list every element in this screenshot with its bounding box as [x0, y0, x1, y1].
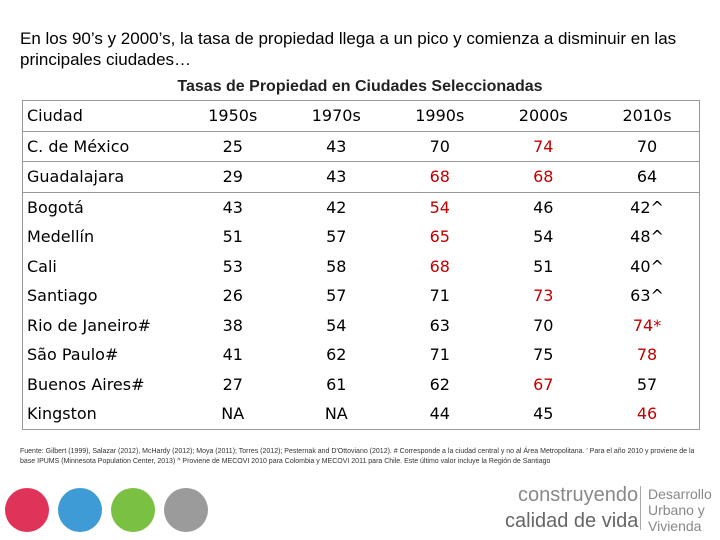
table-cell: 68 — [429, 256, 450, 276]
table-cell: Bogotá — [27, 197, 84, 217]
table-cell: Guadalajara — [22, 161, 181, 193]
table-cell: 40^ — [630, 256, 664, 276]
column-header: 1970s — [284, 100, 389, 132]
table-cell: 43 — [222, 197, 243, 217]
table-cell: Rio de Janeiro# — [27, 315, 151, 335]
table-cell: 46 — [533, 197, 554, 217]
table-cell: 74 — [491, 131, 596, 162]
logo-text: construyendo — [518, 484, 639, 506]
table-cell: 54 — [533, 227, 554, 247]
table-cell: 48^ — [630, 227, 664, 247]
table-cell: 26 — [222, 286, 243, 306]
table-cell: 67 — [533, 374, 554, 394]
table-cell: 68 — [388, 161, 492, 193]
table-cell: 57 — [636, 374, 658, 394]
table-cell: 29 — [181, 161, 285, 193]
table-cell: Kingston — [27, 404, 97, 424]
table-title: Tasas de Propiedad en Ciudades Seleccion… — [177, 78, 543, 95]
table-cell: 42^ — [630, 197, 664, 217]
table-cell: 25 — [181, 131, 285, 162]
table-cell: 70 — [388, 131, 492, 162]
table-cell: 43 — [284, 161, 389, 193]
column-header: 2000s — [491, 100, 596, 132]
table-row: Santiago 26 57 71 73 63^ — [23, 281, 700, 311]
table-cell: 71 — [429, 345, 450, 365]
table-cell: 57 — [326, 227, 347, 247]
logo-text: calidad de vida — [505, 510, 639, 532]
table-row: Rio de Janeiro# 38 54 63 70 74* — [23, 311, 700, 341]
table-cell: 65 — [429, 227, 450, 247]
table-cell: 53 — [222, 256, 243, 276]
table-cell: C. de México — [22, 131, 181, 162]
table-cell: 71 — [429, 286, 450, 306]
table-cell: 62 — [429, 374, 450, 394]
table-cell: 64 — [595, 161, 700, 193]
table-cell: Medellín — [27, 227, 95, 247]
table-cell: 63^ — [630, 286, 664, 306]
ownership-table: Ciudad 1950s 1970s 1990s 2000s 2010s C. de Méx… — [22, 100, 700, 430]
table-row: Medellín 51 57 65 54 48^ — [23, 222, 700, 252]
org-text: Urbano y — [648, 502, 705, 518]
footnote: Fuente: Gilbert (1999), Salazar (2012), … — [20, 448, 695, 465]
table-row: São Paulo# 41 62 71 75 78 — [23, 340, 700, 370]
table-cell: 44 — [429, 404, 450, 424]
table-cell: 41 — [222, 345, 243, 365]
table-cell: 75 — [533, 345, 554, 365]
table-row: C. de México 25 43 70 74 70 — [22, 131, 700, 162]
column-header: 1950s — [181, 100, 285, 132]
column-header: 1990s — [388, 100, 492, 132]
table-cell: 61 — [326, 374, 347, 394]
table-cell: 46 — [636, 404, 658, 424]
table-row: Buenos Aires# 27 61 62 67 57 — [23, 370, 700, 400]
table-cell: NA — [221, 404, 245, 424]
table-cell: 70 — [533, 315, 554, 335]
table-cell: 58 — [326, 256, 347, 276]
table-cell: 63 — [429, 315, 450, 335]
table-cell: 27 — [222, 374, 243, 394]
table-row: Guadalajara 29 43 68 68 64 — [22, 161, 700, 193]
table-cell: 38 — [222, 315, 243, 335]
table-row: Bogotá 43 42 54 46 42^ — [23, 192, 700, 222]
table-cell: 78 — [636, 345, 658, 365]
table-cell: 73 — [533, 286, 554, 306]
column-header: Ciudad — [22, 100, 181, 132]
table-cell: 54 — [326, 315, 347, 335]
header-row: Ciudad 1950s 1970s 1990s 2000s 2010s — [22, 100, 700, 132]
table-cell: 57 — [326, 286, 347, 306]
table-cell: 43 — [284, 131, 389, 162]
table-cell: Cali — [27, 256, 57, 276]
table-cell: 45 — [533, 404, 554, 424]
table-cell: 68 — [491, 161, 596, 193]
table-cell: NA — [324, 404, 348, 424]
table-cell: 62 — [326, 345, 347, 365]
column-header: 2010s — [595, 100, 700, 132]
table-row: Cali 53 58 68 51 40^ — [23, 252, 700, 282]
table-cell: Santiago — [27, 286, 98, 306]
table-cell: 74* — [632, 315, 662, 335]
table-row: Kingston NA NA 44 45 46 — [23, 399, 700, 429]
logo-icons — [5, 488, 208, 532]
table-cell: 51 — [222, 227, 243, 247]
table-cell: 54 — [429, 197, 450, 217]
table-cell: São Paulo# — [27, 345, 119, 365]
divider — [640, 486, 641, 530]
org-text: Vivienda — [648, 518, 702, 534]
org-text: Desarrollo — [648, 486, 712, 502]
slide-title: En los 90’s y 2000’s, la tasa de propied… — [20, 29, 677, 69]
table-cell: 51 — [533, 256, 554, 276]
table-cell: Buenos Aires# — [27, 374, 145, 394]
table-cell: 42 — [326, 197, 347, 217]
table-cell: 70 — [595, 131, 700, 162]
